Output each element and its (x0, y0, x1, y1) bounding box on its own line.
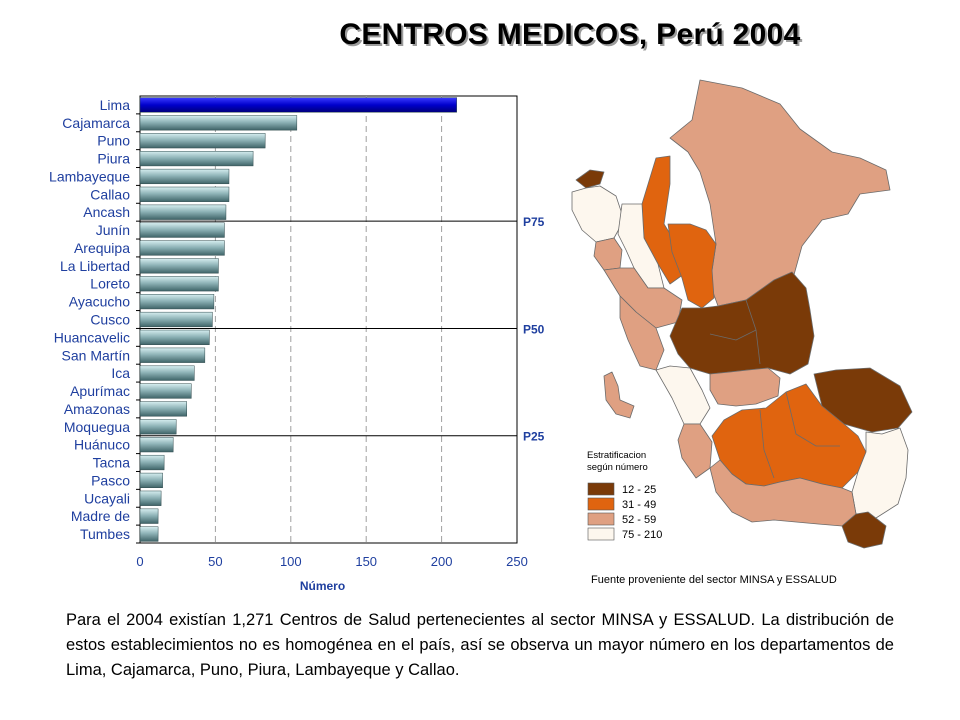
x-tick-label-5: 250 (506, 554, 528, 569)
legend-label-0: 12 - 25 (622, 484, 656, 496)
category-label-16: Apurímac (70, 383, 130, 399)
x-tick-label-1: 50 (208, 554, 222, 569)
x-tick-label-2: 100 (280, 554, 302, 569)
region-cusco-line (785, 391, 840, 447)
category-label-6: Ancash (83, 204, 130, 220)
category-label-3: Piura (97, 151, 130, 167)
reference-label-1: P50 (523, 322, 545, 336)
peru-map: Estratificacion según número 12 - 25 31 … (571, 79, 913, 549)
legend-swatch-2 (587, 512, 615, 526)
bar-22 (139, 490, 162, 506)
category-label-11: Ayacucho (69, 294, 130, 310)
bar-18 (139, 419, 177, 435)
source-note: Fuente proveniente del sector MINSA y ES… (591, 574, 837, 586)
bar-chart: 0 50 100 150 200 250 Lima Cajamarca Puno PiuraLam… (49, 95, 545, 593)
legend-title-1: Estratificacion (587, 450, 646, 461)
region-tumbes (575, 169, 605, 189)
bar-12 (139, 311, 213, 328)
region-moquegua-tacna (841, 511, 887, 549)
region-ica (677, 423, 713, 479)
category-label-9: La Libertad (60, 258, 130, 274)
region-junin-line (709, 329, 757, 341)
region-callao (603, 371, 635, 419)
bar-5 (139, 186, 230, 202)
category-label-13: Huancavelic (54, 329, 130, 345)
category-label-17: Amazonas (64, 401, 130, 417)
bar-11 (139, 294, 215, 310)
page-title-wrap: CENTROS MEDICOS, Perú 2004 (0, 18, 960, 52)
bar-7 (139, 222, 225, 238)
reference-label-2: P25 (523, 430, 545, 444)
legend-title-2: según número (587, 462, 648, 473)
bar-14 (139, 347, 206, 363)
category-label-8: Arequipa (74, 240, 130, 256)
region-san-martin (667, 223, 717, 309)
legend-swatch-0 (587, 482, 615, 496)
category-label-0: Lima (100, 97, 131, 113)
region-apurimac-line (759, 409, 775, 479)
bar-10 (139, 276, 219, 292)
category-label-5: Callao (90, 186, 130, 202)
legend-label-2: 52 - 59 (622, 514, 656, 526)
category-label-10: Loreto (90, 276, 130, 292)
legend-swatch-1 (587, 497, 615, 511)
region-piura (571, 185, 625, 243)
bar-8 (139, 240, 225, 256)
category-label-23: Madre de (71, 508, 130, 524)
x-axis-label: Número (300, 579, 345, 593)
category-label-4: Lambayeque (49, 168, 130, 184)
bar-2 (139, 133, 266, 149)
x-tick-label-3: 150 (355, 554, 377, 569)
region-lambayeque (593, 237, 623, 271)
bar-15 (139, 365, 195, 381)
category-label-18: Moquegua (64, 419, 130, 435)
bar-0 (139, 97, 457, 113)
region-huancavelica (709, 367, 781, 407)
bar-6 (139, 204, 227, 220)
bar-23 (139, 508, 159, 524)
category-label-15: Ica (111, 365, 130, 381)
legend-label-1: 31 - 49 (622, 499, 656, 511)
legend-items: 12 - 25 31 - 49 52 - 59 75 - 210 (587, 482, 662, 541)
category-label-12: Cusco (90, 312, 130, 328)
bar-13 (139, 329, 210, 345)
legend-swatch-3 (587, 527, 615, 541)
bar-19 (139, 437, 174, 453)
legend-label-3: 75 - 210 (622, 529, 662, 541)
bar-3 (139, 150, 254, 167)
bar-16 (139, 383, 192, 399)
category-label-2: Puno (97, 133, 130, 149)
category-label-7: Junín (96, 222, 130, 238)
x-tick-label-0: 0 (136, 554, 143, 569)
category-label-22: Ucayali (84, 490, 130, 506)
category-label-19: Huánuco (74, 437, 130, 453)
description-paragraph: Para el 2004 existían 1,271 Centros de S… (66, 611, 894, 679)
bar-20 (139, 454, 165, 471)
bar-17 (139, 401, 187, 417)
category-label-21: Pasco (91, 472, 130, 488)
region-puno (851, 427, 909, 519)
region-loreto (669, 79, 891, 307)
bar-1 (139, 115, 298, 131)
reference-label-0: P75 (523, 215, 545, 229)
category-label-14: San Martín (62, 347, 130, 363)
region-arequipa (709, 459, 857, 527)
x-tick-label-4: 200 (431, 554, 453, 569)
category-label-20: Tacna (93, 455, 131, 471)
region-lima (655, 365, 711, 425)
bar-21 (139, 472, 163, 489)
category-label-1: Cajamarca (62, 115, 130, 131)
page-title: CENTROS MEDICOS, Perú 2004 (339, 18, 801, 51)
bar-24 (139, 526, 159, 542)
category-label-24: Tumbes (80, 526, 130, 542)
bar-9 (139, 258, 219, 274)
bar-4 (139, 168, 230, 185)
